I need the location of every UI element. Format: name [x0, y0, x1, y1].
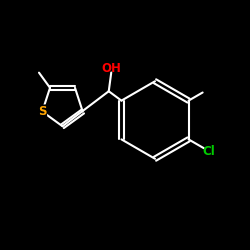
- Text: OH: OH: [101, 62, 121, 74]
- Text: Cl: Cl: [203, 145, 215, 158]
- Text: S: S: [38, 105, 46, 118]
